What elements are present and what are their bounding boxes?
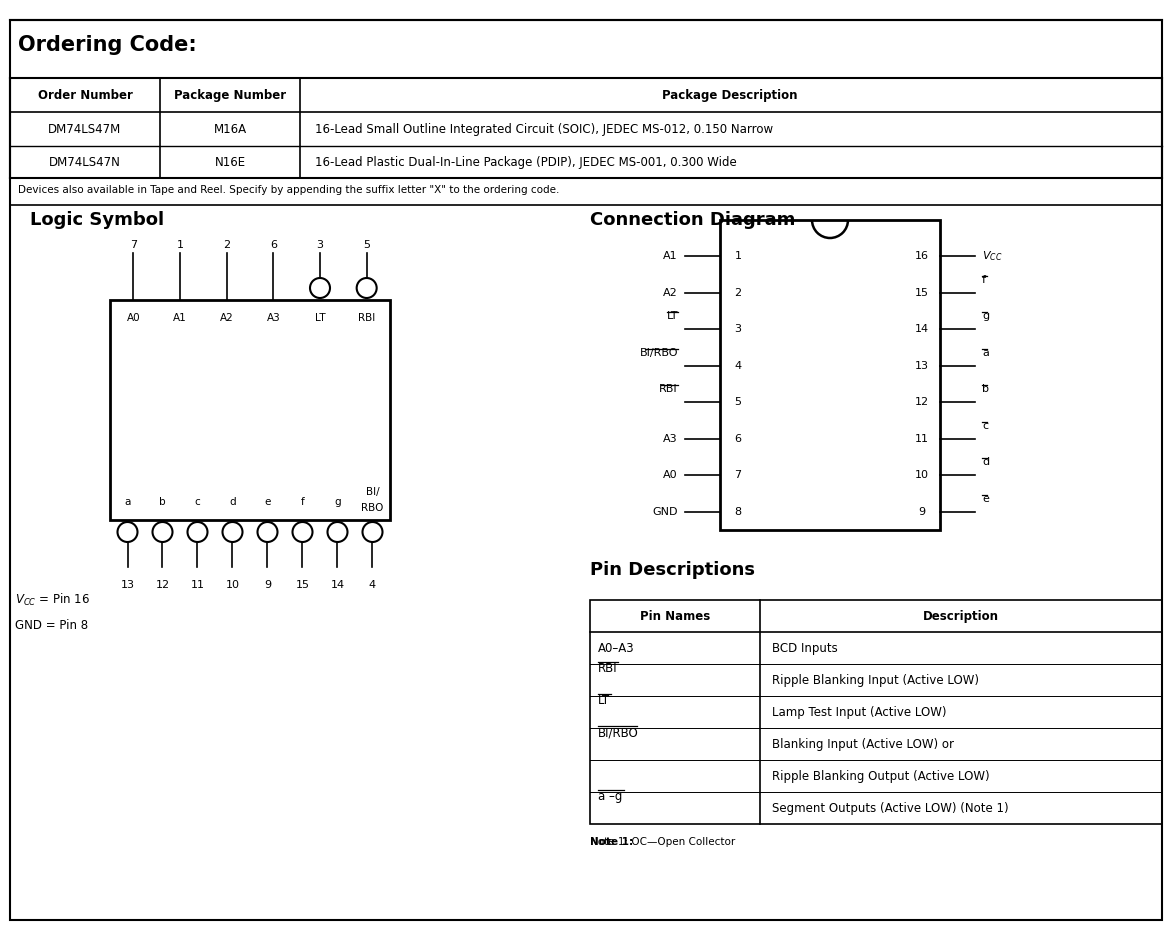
Text: 7: 7 <box>130 240 137 250</box>
Text: 4: 4 <box>369 580 376 590</box>
Text: 1: 1 <box>177 240 184 250</box>
Text: LT: LT <box>667 312 677 322</box>
Text: Pin Names: Pin Names <box>640 609 710 622</box>
Text: Lamp Test Input (Active LOW): Lamp Test Input (Active LOW) <box>772 706 947 719</box>
Text: Pin Descriptions: Pin Descriptions <box>590 561 755 579</box>
Text: b: b <box>159 497 165 507</box>
Text: A1: A1 <box>173 313 186 323</box>
Text: A3: A3 <box>663 433 677 444</box>
Text: RBO: RBO <box>361 503 383 513</box>
Text: LT: LT <box>315 313 326 323</box>
Text: 12: 12 <box>915 397 929 407</box>
Text: Description: Description <box>924 609 999 622</box>
Text: 11: 11 <box>191 580 204 590</box>
Text: $V_{CC}$ = Pin 16: $V_{CC}$ = Pin 16 <box>15 592 90 608</box>
Text: a –g: a –g <box>598 790 622 803</box>
Text: 13: 13 <box>915 361 929 371</box>
Text: RBI: RBI <box>357 313 375 323</box>
Text: A2: A2 <box>220 313 233 323</box>
Text: g: g <box>982 312 989 322</box>
Text: DM74LS47M: DM74LS47M <box>48 123 122 136</box>
Text: A0–A3: A0–A3 <box>598 642 634 655</box>
Text: Blanking Input (Active LOW) or: Blanking Input (Active LOW) or <box>772 737 954 751</box>
Text: 16-Lead Plastic Dual-In-Line Package (PDIP), JEDEC MS-001, 0.300 Wide: 16-Lead Plastic Dual-In-Line Package (PD… <box>315 155 737 168</box>
Text: Ordering Code:: Ordering Code: <box>18 35 197 55</box>
Text: N16E: N16E <box>214 155 246 168</box>
Text: GND = Pin 8: GND = Pin 8 <box>15 618 88 631</box>
Text: 8: 8 <box>735 507 742 517</box>
Text: 10: 10 <box>225 580 239 590</box>
Text: RBI: RBI <box>660 384 677 394</box>
Text: M16A: M16A <box>213 123 246 136</box>
Text: Package Number: Package Number <box>173 88 286 101</box>
Text: g: g <box>334 497 341 507</box>
Text: 10: 10 <box>915 471 929 480</box>
Text: Ripple Blanking Input (Active LOW): Ripple Blanking Input (Active LOW) <box>772 673 979 686</box>
Text: Package Description: Package Description <box>662 88 798 101</box>
Text: 3: 3 <box>316 240 323 250</box>
Text: BI/RBO: BI/RBO <box>640 348 677 358</box>
Text: Ripple Blanking Output (Active LOW): Ripple Blanking Output (Active LOW) <box>772 769 989 782</box>
Text: Order Number: Order Number <box>38 88 132 101</box>
Text: Segment Outputs (Active LOW) (Note 1): Segment Outputs (Active LOW) (Note 1) <box>772 802 1009 815</box>
Text: Devices also available in Tape and Reel. Specify by appending the suffix letter : Devices also available in Tape and Reel.… <box>18 185 559 195</box>
Text: e: e <box>982 494 989 504</box>
Text: a: a <box>124 497 131 507</box>
Text: c: c <box>195 497 200 507</box>
Text: 11: 11 <box>915 433 929 444</box>
Text: 5: 5 <box>735 397 742 407</box>
Text: A1: A1 <box>663 251 677 261</box>
Text: 14: 14 <box>331 580 345 590</box>
Text: f: f <box>301 497 305 507</box>
Text: RBI: RBI <box>598 662 618 675</box>
Text: d: d <box>982 458 989 467</box>
Text: Logic Symbol: Logic Symbol <box>30 211 164 229</box>
Text: 16-Lead Small Outline Integrated Circuit (SOIC), JEDEC MS-012, 0.150 Narrow: 16-Lead Small Outline Integrated Circuit… <box>315 123 774 136</box>
Text: 4: 4 <box>735 361 742 371</box>
Text: 9: 9 <box>264 580 271 590</box>
Text: 14: 14 <box>915 325 929 335</box>
Text: A3: A3 <box>266 313 280 323</box>
Text: DM74LS47N: DM74LS47N <box>49 155 121 168</box>
Text: 16: 16 <box>915 251 929 261</box>
Text: 13: 13 <box>121 580 135 590</box>
Text: BI/: BI/ <box>366 487 380 497</box>
Text: 15: 15 <box>915 288 929 298</box>
Text: 7: 7 <box>735 471 742 480</box>
Text: b: b <box>982 384 989 394</box>
Text: GND: GND <box>653 507 677 517</box>
Text: 6: 6 <box>735 433 742 444</box>
Text: 1: 1 <box>735 251 742 261</box>
Text: 2: 2 <box>735 288 742 298</box>
Text: Note 1: OC—Open Collector: Note 1: OC—Open Collector <box>590 837 735 847</box>
Text: Connection Diagram: Connection Diagram <box>590 211 796 229</box>
Text: A0: A0 <box>663 471 677 480</box>
Text: e: e <box>265 497 271 507</box>
Text: 6: 6 <box>270 240 277 250</box>
Text: a: a <box>982 348 989 358</box>
Text: 5: 5 <box>363 240 370 250</box>
Text: A0: A0 <box>127 313 141 323</box>
Text: 15: 15 <box>295 580 309 590</box>
Text: c: c <box>982 420 988 431</box>
Text: Note 1:: Note 1: <box>590 837 633 847</box>
Text: 3: 3 <box>735 325 742 335</box>
Text: $V_{CC}$: $V_{CC}$ <box>982 249 1002 263</box>
Text: BI/RBO: BI/RBO <box>598 726 639 739</box>
Text: 12: 12 <box>156 580 170 590</box>
Text: BCD Inputs: BCD Inputs <box>772 642 838 655</box>
Text: d: d <box>230 497 236 507</box>
Text: 2: 2 <box>223 240 230 250</box>
Text: A2: A2 <box>663 288 677 298</box>
Text: f: f <box>982 275 986 285</box>
Text: LT: LT <box>598 694 611 707</box>
Text: 9: 9 <box>919 507 926 517</box>
